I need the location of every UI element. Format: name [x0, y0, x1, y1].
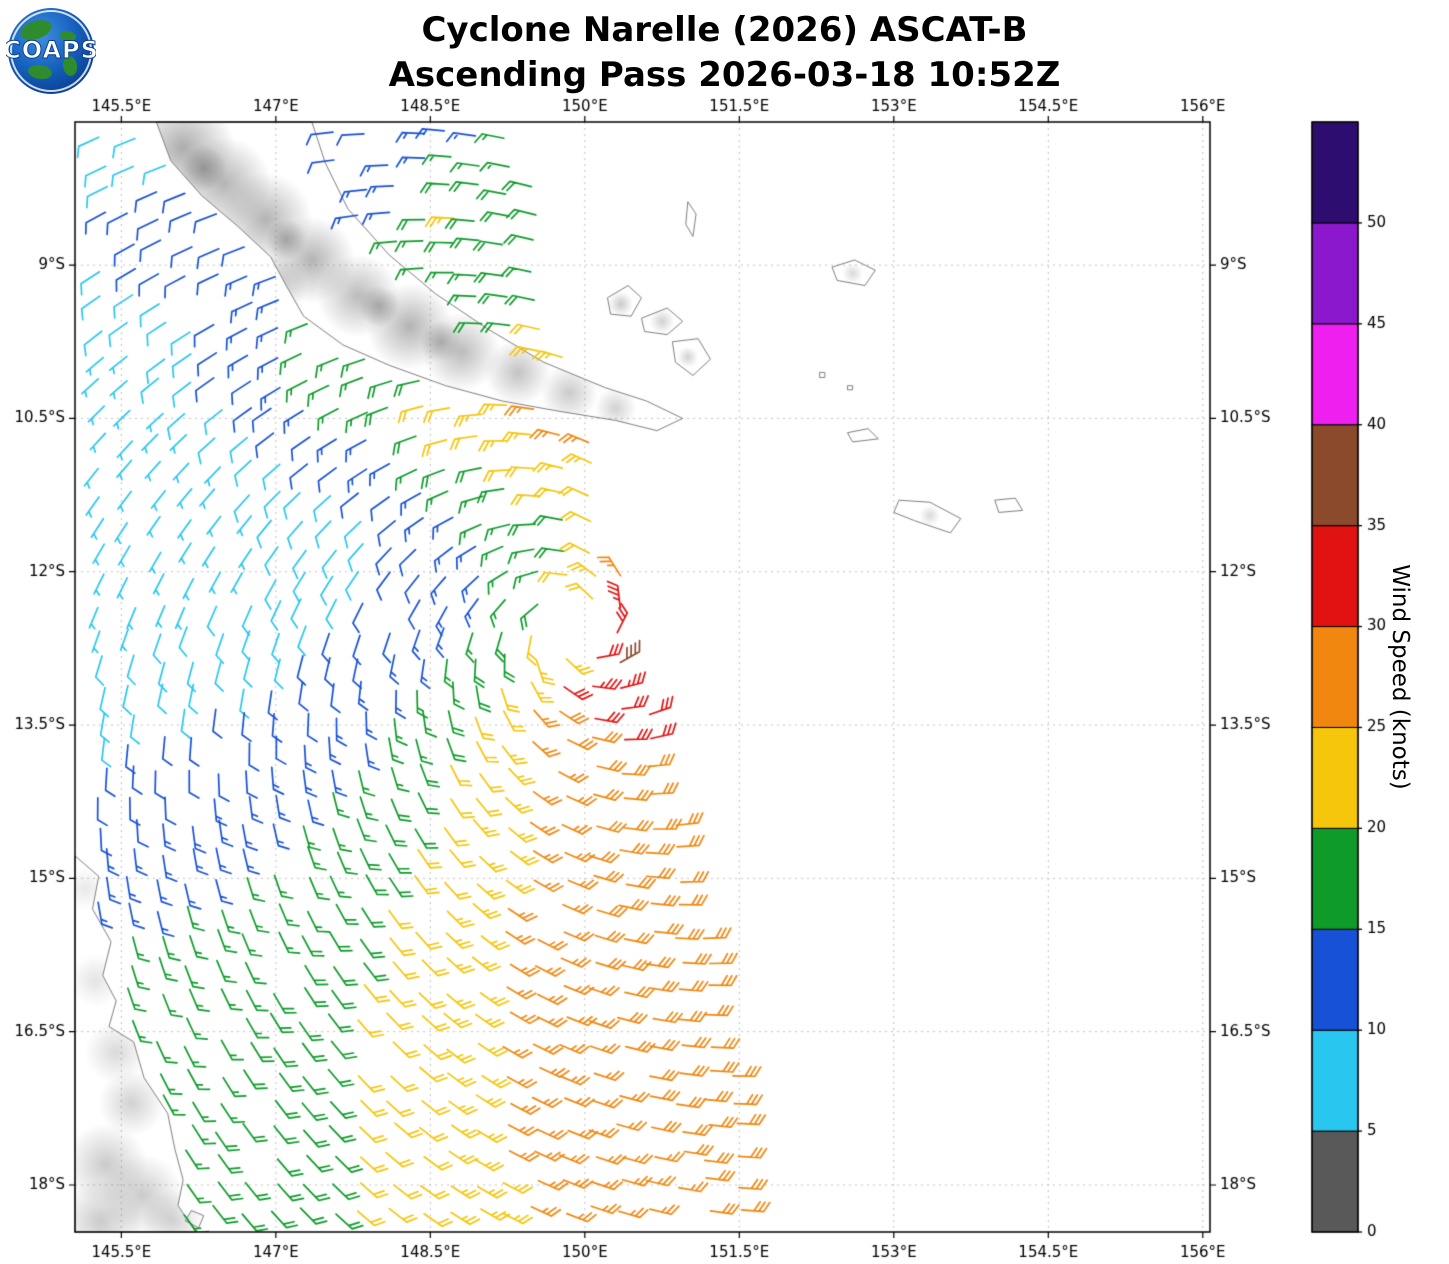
chart-subtitle: Ascending Pass 2026-03-18 10:52Z — [388, 54, 1061, 95]
coaps-logo: COAPS — [6, 8, 96, 94]
chart-title: Cyclone Narelle (2026) ASCAT-B — [421, 10, 1028, 50]
figure-title-block: Cyclone Narelle (2026) ASCAT-B Ascending… — [0, 8, 1449, 98]
coaps-logo-text: COAPS — [6, 36, 96, 64]
colorbar-label: Wind Speed (knots) — [1387, 564, 1413, 790]
